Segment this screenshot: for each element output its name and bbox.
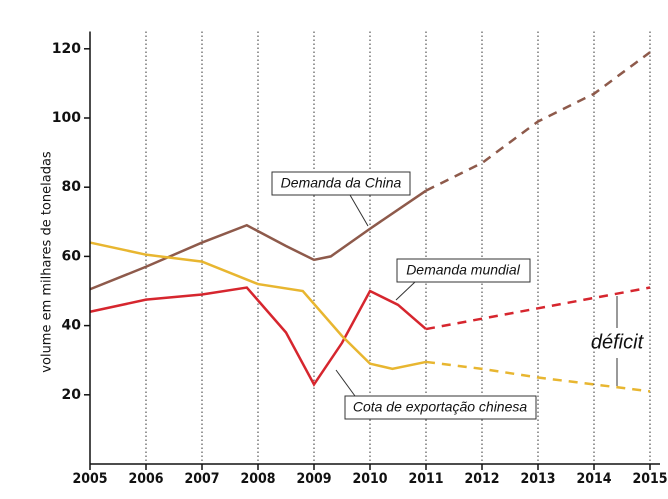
x-tick-label: 2009 (296, 471, 331, 487)
series-line (425, 51, 651, 192)
label-box (396, 258, 531, 283)
annotation-quota: Cota de exportação chinesa (335, 369, 537, 420)
x-tick-label: 2010 (352, 471, 387, 487)
series-label: Demanda mundial (406, 262, 521, 278)
series-line (89, 286, 427, 387)
x-tick-label: 2015 (632, 471, 667, 487)
y-tick-label: 20 (62, 387, 82, 403)
leader-line (335, 369, 356, 397)
x-tick-label: 2007 (184, 471, 219, 487)
x-tick-label: 2012 (464, 471, 499, 487)
x-tick-label: 2011 (408, 471, 443, 487)
x-tick-label: 2014 (576, 471, 611, 487)
label-box (271, 171, 411, 196)
label-box (344, 395, 537, 420)
annotation-world: Demanda mundial (395, 258, 531, 301)
series-line (89, 241, 427, 371)
y-tick-label: 120 (52, 41, 81, 57)
leader-line (395, 281, 416, 301)
series-label: Demanda da China (281, 175, 402, 191)
leader-line (349, 194, 369, 227)
deficit: déficit (591, 296, 645, 386)
series-label: Cota de exportação chinesa (353, 399, 528, 415)
series-line (425, 286, 651, 331)
series-line (425, 360, 651, 393)
y-axis-label: volume em milhares de toneladas (40, 151, 55, 373)
annotation: déficit (591, 331, 645, 353)
y-tick-label: 40 (62, 318, 82, 334)
x-tick-label: 2008 (240, 471, 275, 487)
x-tick-label: 2013 (520, 471, 555, 487)
y-tick-label: 60 (62, 248, 82, 264)
y-tick-label: 100 (52, 110, 81, 126)
annotation-china: Demanda da China (271, 171, 411, 227)
y-tick-label: 80 (62, 179, 82, 195)
x-tick-label: 2005 (72, 471, 107, 487)
series-line (89, 189, 427, 291)
x-tick-label: 2006 (128, 471, 163, 487)
